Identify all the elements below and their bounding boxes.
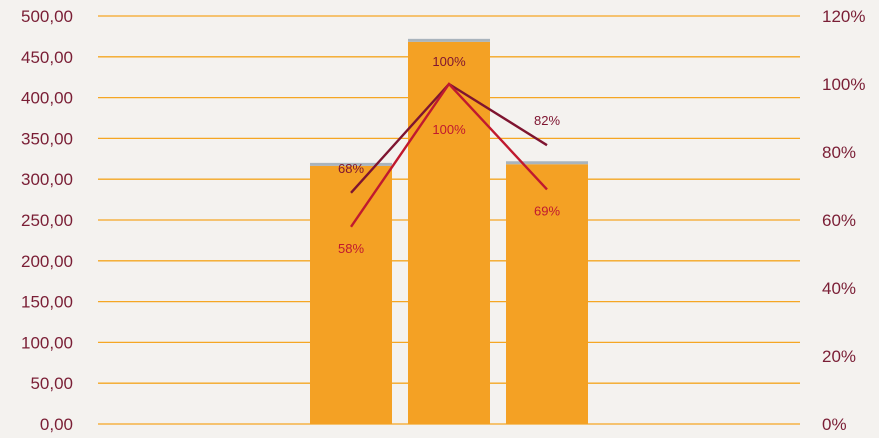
bar-cap: [310, 162, 392, 166]
right-axis-tick-label: 120%: [822, 7, 865, 26]
left-axis-tick-label: 50,00: [30, 374, 73, 393]
right-axis-tick-label: 60%: [822, 211, 856, 230]
bar: [310, 165, 392, 424]
left-axis-tick-label: 400,00: [21, 89, 73, 108]
right-axis-tick-label: 100%: [822, 75, 865, 94]
left-axis-tick-label: 150,00: [21, 293, 73, 312]
bars: [310, 38, 588, 425]
bar: [408, 41, 490, 425]
left-axis-tick-label: 200,00: [21, 252, 73, 271]
series-line: [350, 82, 548, 228]
right-axis-tick-label: 40%: [822, 279, 856, 298]
left-axis: 0,00 50,00 100,00 150,00 200,00 250,00 300,00 3…: [21, 7, 73, 434]
left-axis-tick-label: 100,00: [21, 333, 73, 352]
left-axis-tick-label: 450,00: [21, 48, 73, 67]
data-label: 68%: [338, 161, 364, 176]
data-label: 82%: [534, 113, 560, 128]
right-axis: 0% 20% 40% 60% 80% 100% 120%: [822, 7, 865, 434]
left-axis-tick-label: 0,00: [40, 415, 73, 433]
data-label: 100%: [432, 54, 466, 69]
right-axis-tick-label: 80%: [822, 143, 856, 162]
data-label: 58%: [338, 241, 364, 256]
data-labels: 68% 100% 82% 58% 100% 69%: [338, 54, 560, 256]
data-label: 69%: [534, 203, 560, 218]
data-label: 100%: [432, 122, 466, 137]
left-axis-tick-label: 250,00: [21, 211, 73, 230]
left-axis-tick-label: 500,00: [21, 7, 73, 26]
left-axis-tick-label: 300,00: [21, 170, 73, 189]
bar: [506, 164, 588, 425]
right-axis-tick-label: 20%: [822, 347, 856, 366]
bar-cap: [506, 161, 588, 165]
bar-cap: [408, 38, 490, 42]
left-axis-tick-label: 350,00: [21, 129, 73, 148]
lines: [350, 82, 548, 228]
right-axis-tick-label: 0%: [822, 415, 847, 433]
